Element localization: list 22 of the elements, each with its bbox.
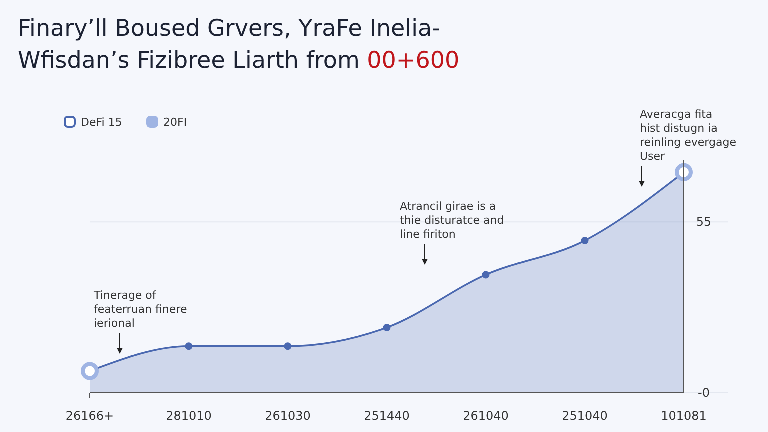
- annotation: Averacga fita hist distugn ia reinling evergage User: [640, 108, 737, 163]
- x-tick-label: 251040: [562, 409, 608, 423]
- x-tick-label: 261040: [463, 409, 509, 423]
- x-tick-label: 281010: [166, 409, 212, 423]
- x-tick-label: 251440: [364, 409, 410, 423]
- x-tick-label: 26166+: [66, 409, 114, 423]
- point: [581, 237, 589, 245]
- point: [383, 324, 391, 332]
- legend-label: DeFi 15: [81, 116, 122, 129]
- annotation: Atrancil girae is a thie disturatce and line firiton: [400, 200, 504, 241]
- x-tick-label: 101081: [661, 409, 707, 423]
- point: [284, 342, 292, 350]
- y-tick-label: 55: [696, 215, 712, 230]
- x-tick-label: 261030: [265, 409, 311, 423]
- point: [185, 342, 193, 350]
- point: [81, 362, 99, 380]
- chart-subtitle: Wfisdan’s Fizibree Liarth from 00+600: [18, 48, 460, 74]
- annotation: Tinerage of featerruan finere ierional: [93, 289, 188, 330]
- legend-label: 20FI: [164, 116, 188, 129]
- chart-title: Finary’ll Boused Grvers, YraFe Inelia-: [18, 16, 440, 42]
- point: [482, 271, 490, 279]
- y-tick-label: -0: [698, 386, 710, 400]
